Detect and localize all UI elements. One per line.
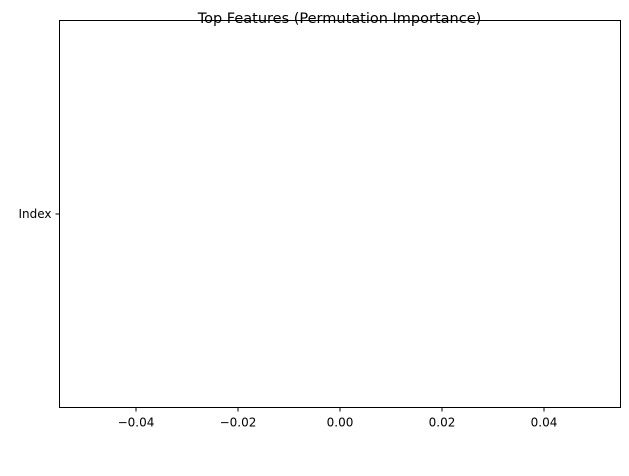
y-axis: Index [18, 207, 60, 221]
x-tick-label: −0.04 [118, 416, 155, 430]
x-tick-label: 0.02 [429, 416, 456, 430]
chart-title: Top Features (Permutation Importance) [197, 11, 482, 27]
y-tick-label: Index [18, 207, 51, 221]
x-tick-label: 0.04 [531, 416, 558, 430]
x-axis: −0.04 −0.02 0.00 0.02 0.04 [118, 407, 558, 430]
x-tick-label: −0.02 [220, 416, 257, 430]
x-tick-label: 0.00 [327, 416, 354, 430]
